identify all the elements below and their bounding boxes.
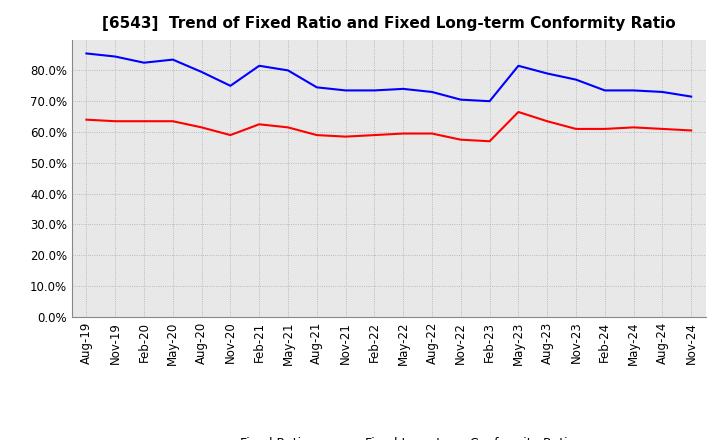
Fixed Long-term Conformity Ratio (428, 131, 436, 136)
Fixed Ratio (284, 68, 292, 73)
Fixed Ratio (600, 88, 609, 93)
Line: Fixed Ratio: Fixed Ratio (86, 53, 691, 101)
Fixed Long-term Conformity Ratio (456, 137, 465, 142)
Fixed Long-term Conformity Ratio (226, 132, 235, 138)
Fixed Long-term Conformity Ratio (255, 121, 264, 127)
Fixed Ratio (82, 51, 91, 56)
Fixed Ratio (111, 54, 120, 59)
Fixed Ratio (543, 71, 552, 76)
Fixed Ratio (629, 88, 638, 93)
Fixed Long-term Conformity Ratio (111, 118, 120, 124)
Fixed Long-term Conformity Ratio (543, 118, 552, 124)
Fixed Ratio (140, 60, 148, 65)
Fixed Ratio (197, 69, 206, 74)
Fixed Long-term Conformity Ratio (341, 134, 350, 139)
Fixed Long-term Conformity Ratio (168, 118, 177, 124)
Fixed Ratio (514, 63, 523, 68)
Fixed Long-term Conformity Ratio (284, 125, 292, 130)
Fixed Ratio (312, 84, 321, 90)
Fixed Ratio (255, 63, 264, 68)
Fixed Ratio (456, 97, 465, 102)
Fixed Ratio (399, 86, 408, 92)
Fixed Long-term Conformity Ratio (485, 139, 494, 144)
Fixed Ratio (341, 88, 350, 93)
Fixed Long-term Conformity Ratio (312, 132, 321, 138)
Fixed Long-term Conformity Ratio (399, 131, 408, 136)
Title: [6543]  Trend of Fixed Ratio and Fixed Long-term Conformity Ratio: [6543] Trend of Fixed Ratio and Fixed Lo… (102, 16, 675, 32)
Fixed Long-term Conformity Ratio (572, 126, 580, 132)
Line: Fixed Long-term Conformity Ratio: Fixed Long-term Conformity Ratio (86, 112, 691, 141)
Fixed Ratio (658, 89, 667, 95)
Fixed Ratio (226, 83, 235, 88)
Fixed Long-term Conformity Ratio (82, 117, 91, 122)
Fixed Long-term Conformity Ratio (140, 118, 148, 124)
Fixed Ratio (370, 88, 379, 93)
Fixed Long-term Conformity Ratio (514, 109, 523, 114)
Fixed Long-term Conformity Ratio (600, 126, 609, 132)
Fixed Long-term Conformity Ratio (629, 125, 638, 130)
Fixed Ratio (687, 94, 696, 99)
Fixed Ratio (485, 99, 494, 104)
Fixed Ratio (572, 77, 580, 82)
Fixed Long-term Conformity Ratio (197, 125, 206, 130)
Fixed Long-term Conformity Ratio (370, 132, 379, 138)
Fixed Long-term Conformity Ratio (658, 126, 667, 132)
Fixed Ratio (428, 89, 436, 95)
Fixed Long-term Conformity Ratio (687, 128, 696, 133)
Legend: Fixed Ratio, Fixed Long-term Conformity Ratio: Fixed Ratio, Fixed Long-term Conformity … (197, 432, 580, 440)
Fixed Ratio (168, 57, 177, 62)
